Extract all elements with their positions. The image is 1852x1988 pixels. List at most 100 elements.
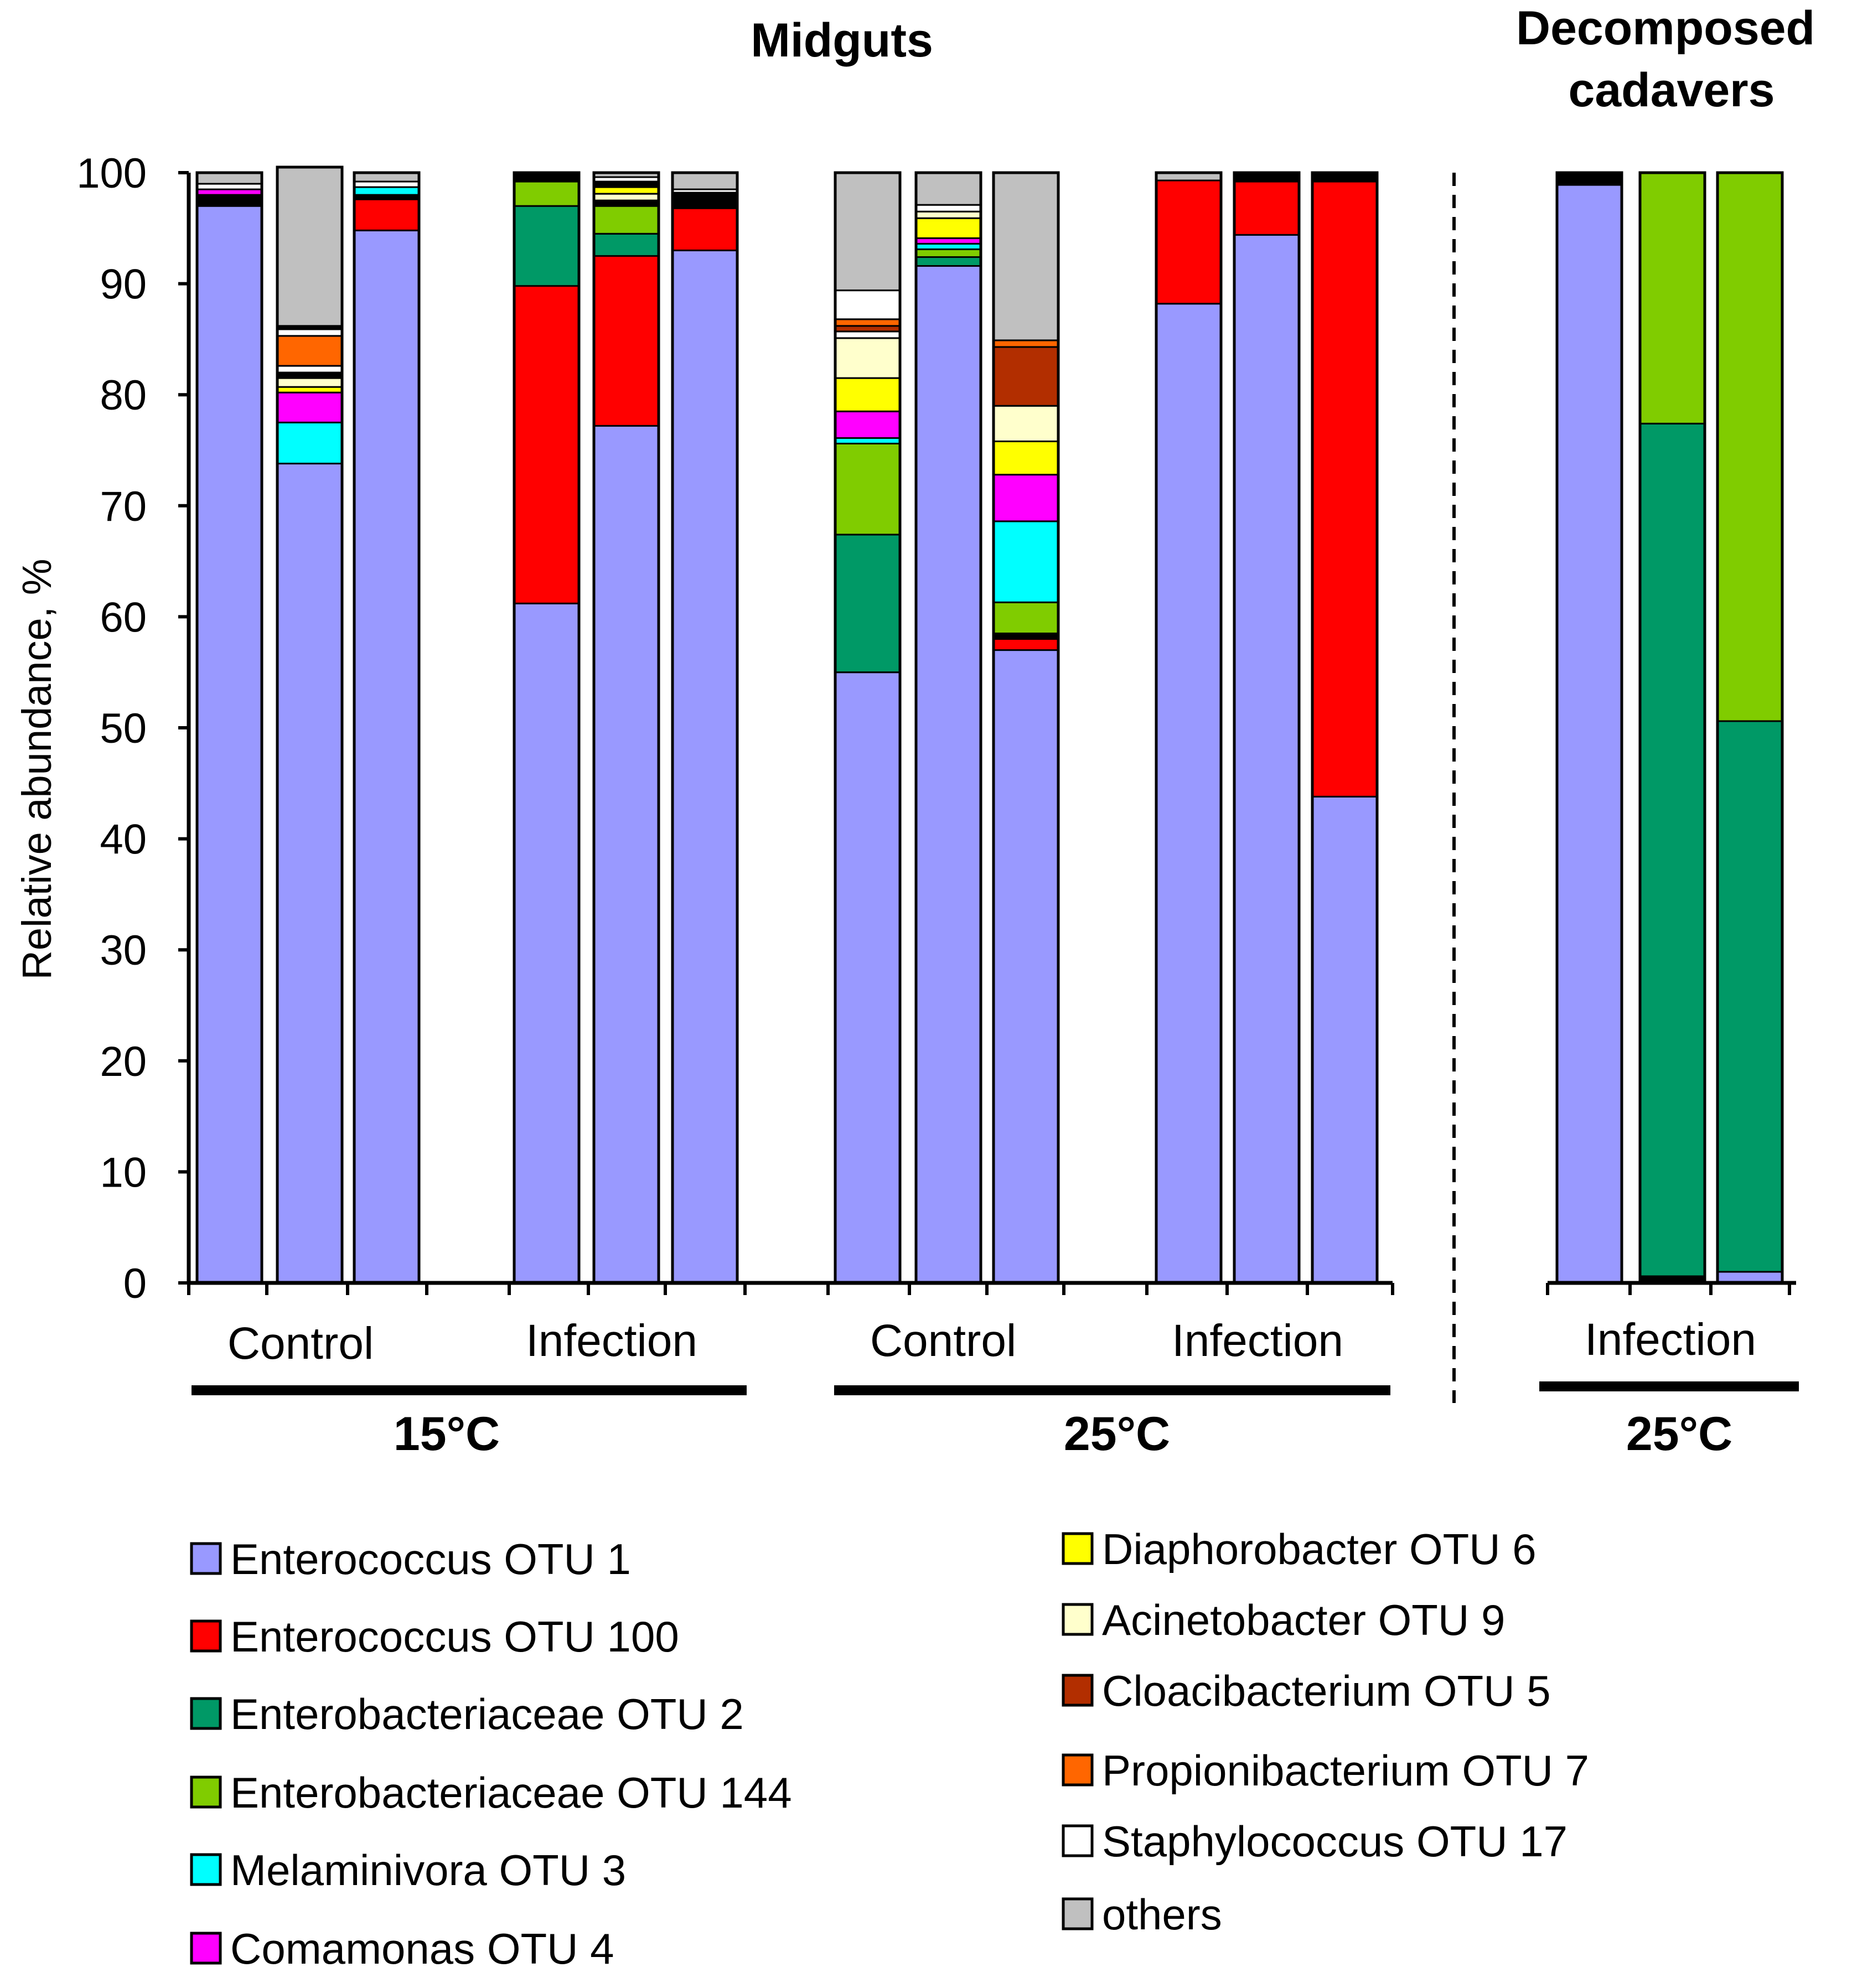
legend-swatch [1062,1603,1094,1636]
legend-item: Cloacibacterium OTU 5 [1062,1666,1551,1715]
legend-item: Comamonas OTU 4 [190,1924,614,1973]
y-tick-label: 60 [100,594,147,641]
legend-swatch [1062,1897,1094,1930]
bar-5 [592,171,660,1285]
temperature-label-15c: 15°C [394,1407,500,1461]
bar-segment-staphylococcus-otu-17 [834,289,901,320]
legend-swatch [1062,1532,1094,1565]
legend-label: Melaminivora OTU 3 [230,1846,626,1894]
bar-segment-enterobacteriaceae-otu-2 [513,205,580,287]
bar-segment-cloacibacterium-otu-5 [834,325,901,333]
bar-segment-melaminivora-otu-3 [834,437,901,444]
legend-item: Melaminivora OTU 3 [190,1846,626,1894]
bar-segment-enterobacteriaceae-otu-144 [593,205,660,235]
bar-segment-diaphorobacter-otu-6 [915,217,982,239]
y-tick-label: 40 [100,816,147,863]
bar-segment-staphylococcus-otu-17 [196,183,263,190]
bar-segment-others [992,172,1059,341]
bar-segment-acinetobacter-otu-9 [992,405,1059,442]
bar-11 [1233,171,1301,1285]
y-tick-label: 0 [123,1260,147,1307]
bar-segment-enterococcus-otu-1 [353,229,420,1284]
bar-segment-enterobacteriaceae-otu-144 [992,601,1059,634]
bar-1 [195,171,263,1285]
legend-swatch [190,1932,222,1965]
bar-segment-enterococcus-otu-1 [276,463,343,1284]
bar-segment-enterobacteriaceae-otu-2 [915,256,982,267]
temperature-bracket-25c-midguts [834,1385,1390,1395]
y-tick-label: 70 [100,483,147,530]
legend-swatch [1062,1753,1094,1787]
bar-segment-enterococcus-otu-1 [834,671,901,1284]
bar-segment-enterococcus-otu-1 [593,424,660,1284]
legend-item: Diaphorobacter OTU 6 [1062,1525,1537,1573]
legend-label: Cloacibacterium OTU 5 [1102,1666,1551,1715]
bar-segment-enterococcus-otu-100 [992,638,1059,651]
legend-label: Enterococcus OTU 1 [230,1535,631,1583]
legend-swatch [190,1697,222,1730]
bar-segment-unlisted [276,371,343,379]
bar-segment-enterobacteriaceae-otu-2 [834,534,901,674]
bar-segment-propionibacterium-otu-7 [276,335,343,367]
bar-segment-cloacibacterium-otu-5 [992,346,1059,407]
bar-segment-enterococcus-otu-1 [915,265,982,1284]
group-label-25c-infection: Infection [1172,1316,1343,1366]
bar-segment-enterococcus-otu-100 [1233,180,1300,236]
group-label-cadavers-infection: Infection [1585,1314,1756,1365]
y-tick-label: 90 [100,261,147,308]
bar-4 [513,171,581,1285]
bar-12 [1311,171,1379,1285]
legend-item: Propionibacterium OTU 7 [1062,1746,1589,1795]
bar-segment-unlisted [593,199,660,207]
legend-item: others [1062,1890,1222,1939]
legend-item: Enterococcus OTU 100 [190,1612,679,1661]
bar-segment-staphylococcus-otu-17 [276,365,343,374]
bar-segment-others [915,172,982,206]
bar-2 [276,165,344,1285]
legend-label: Enterobacteriaceae OTU 144 [230,1768,792,1817]
bar-segment-enterococcus-otu-100 [1155,179,1222,305]
bar-segment-acinetobacter-otu-9 [834,337,901,379]
legend-swatch [1062,1674,1094,1707]
bar-segment-others [196,172,263,185]
bar-segment-unlisted [671,191,738,209]
y-axis-label: Relative abundance, % [14,558,60,980]
bar-segment-diaphorobacter-otu-6 [276,386,343,394]
legend-item: Acinetobacter OTU 9 [1062,1596,1505,1644]
bar-segment-others [834,172,901,292]
panel-title-decomposed-cadavers-line2: cadavers [1569,64,1775,117]
legend-swatch [190,1775,222,1809]
bar-segment-enterococcus-otu-1 [1311,795,1378,1284]
legend-swatch [190,1542,222,1575]
group-label-15c-control: Control [227,1318,374,1369]
legend-label: Acinetobacter OTU 9 [1102,1596,1505,1644]
bar-segment-enterobacteriaceae-otu-144 [915,248,982,258]
bar-segment-comamonas-otu-4 [196,188,263,196]
temperature-bracket-15c [192,1385,747,1395]
bar-segment-enterococcus-otu-1 [196,205,263,1284]
bar-segment-unlisted [196,194,263,207]
legend: Enterococcus OTU 1 Enterococcus OTU 100 En… [190,1525,1589,1973]
bar-segment-melaminivora-otu-3 [353,186,420,196]
bar-segment-enterobacteriaceae-otu-2 [1639,422,1706,1277]
bar-segment-melaminivora-otu-3 [276,421,343,465]
group-label-15c-infection: Infection [526,1316,697,1366]
bar-segment-enterococcus-otu-1 [1155,303,1222,1284]
bar-segment-comamonas-otu-4 [276,391,343,423]
bar-6 [671,171,739,1285]
legend-item: Enterobacteriaceae OTU 144 [190,1768,792,1817]
bar-segment-enterococcus-otu-1 [1556,184,1623,1284]
bar-segment-enterobacteriaceae-otu-144 [1716,172,1783,722]
bar-segment-staphylococcus-otu-17 [915,204,982,213]
legend-label: Diaphorobacter OTU 6 [1102,1525,1537,1573]
bar-segment-diaphorobacter-otu-6 [593,186,660,195]
legend-swatch [190,1619,222,1653]
bar-segment-acinetobacter-otu-9 [915,210,982,219]
bar-segment-unlisted [593,180,660,188]
legend-label: Staphylococcus OTU 17 [1102,1817,1568,1866]
bar-segment-diaphorobacter-otu-6 [992,440,1059,476]
bar-segment-enterococcus-otu-1 [671,249,738,1284]
bar-10 [1155,171,1223,1285]
bar-segment-staphylococcus-otu-17 [834,330,901,339]
